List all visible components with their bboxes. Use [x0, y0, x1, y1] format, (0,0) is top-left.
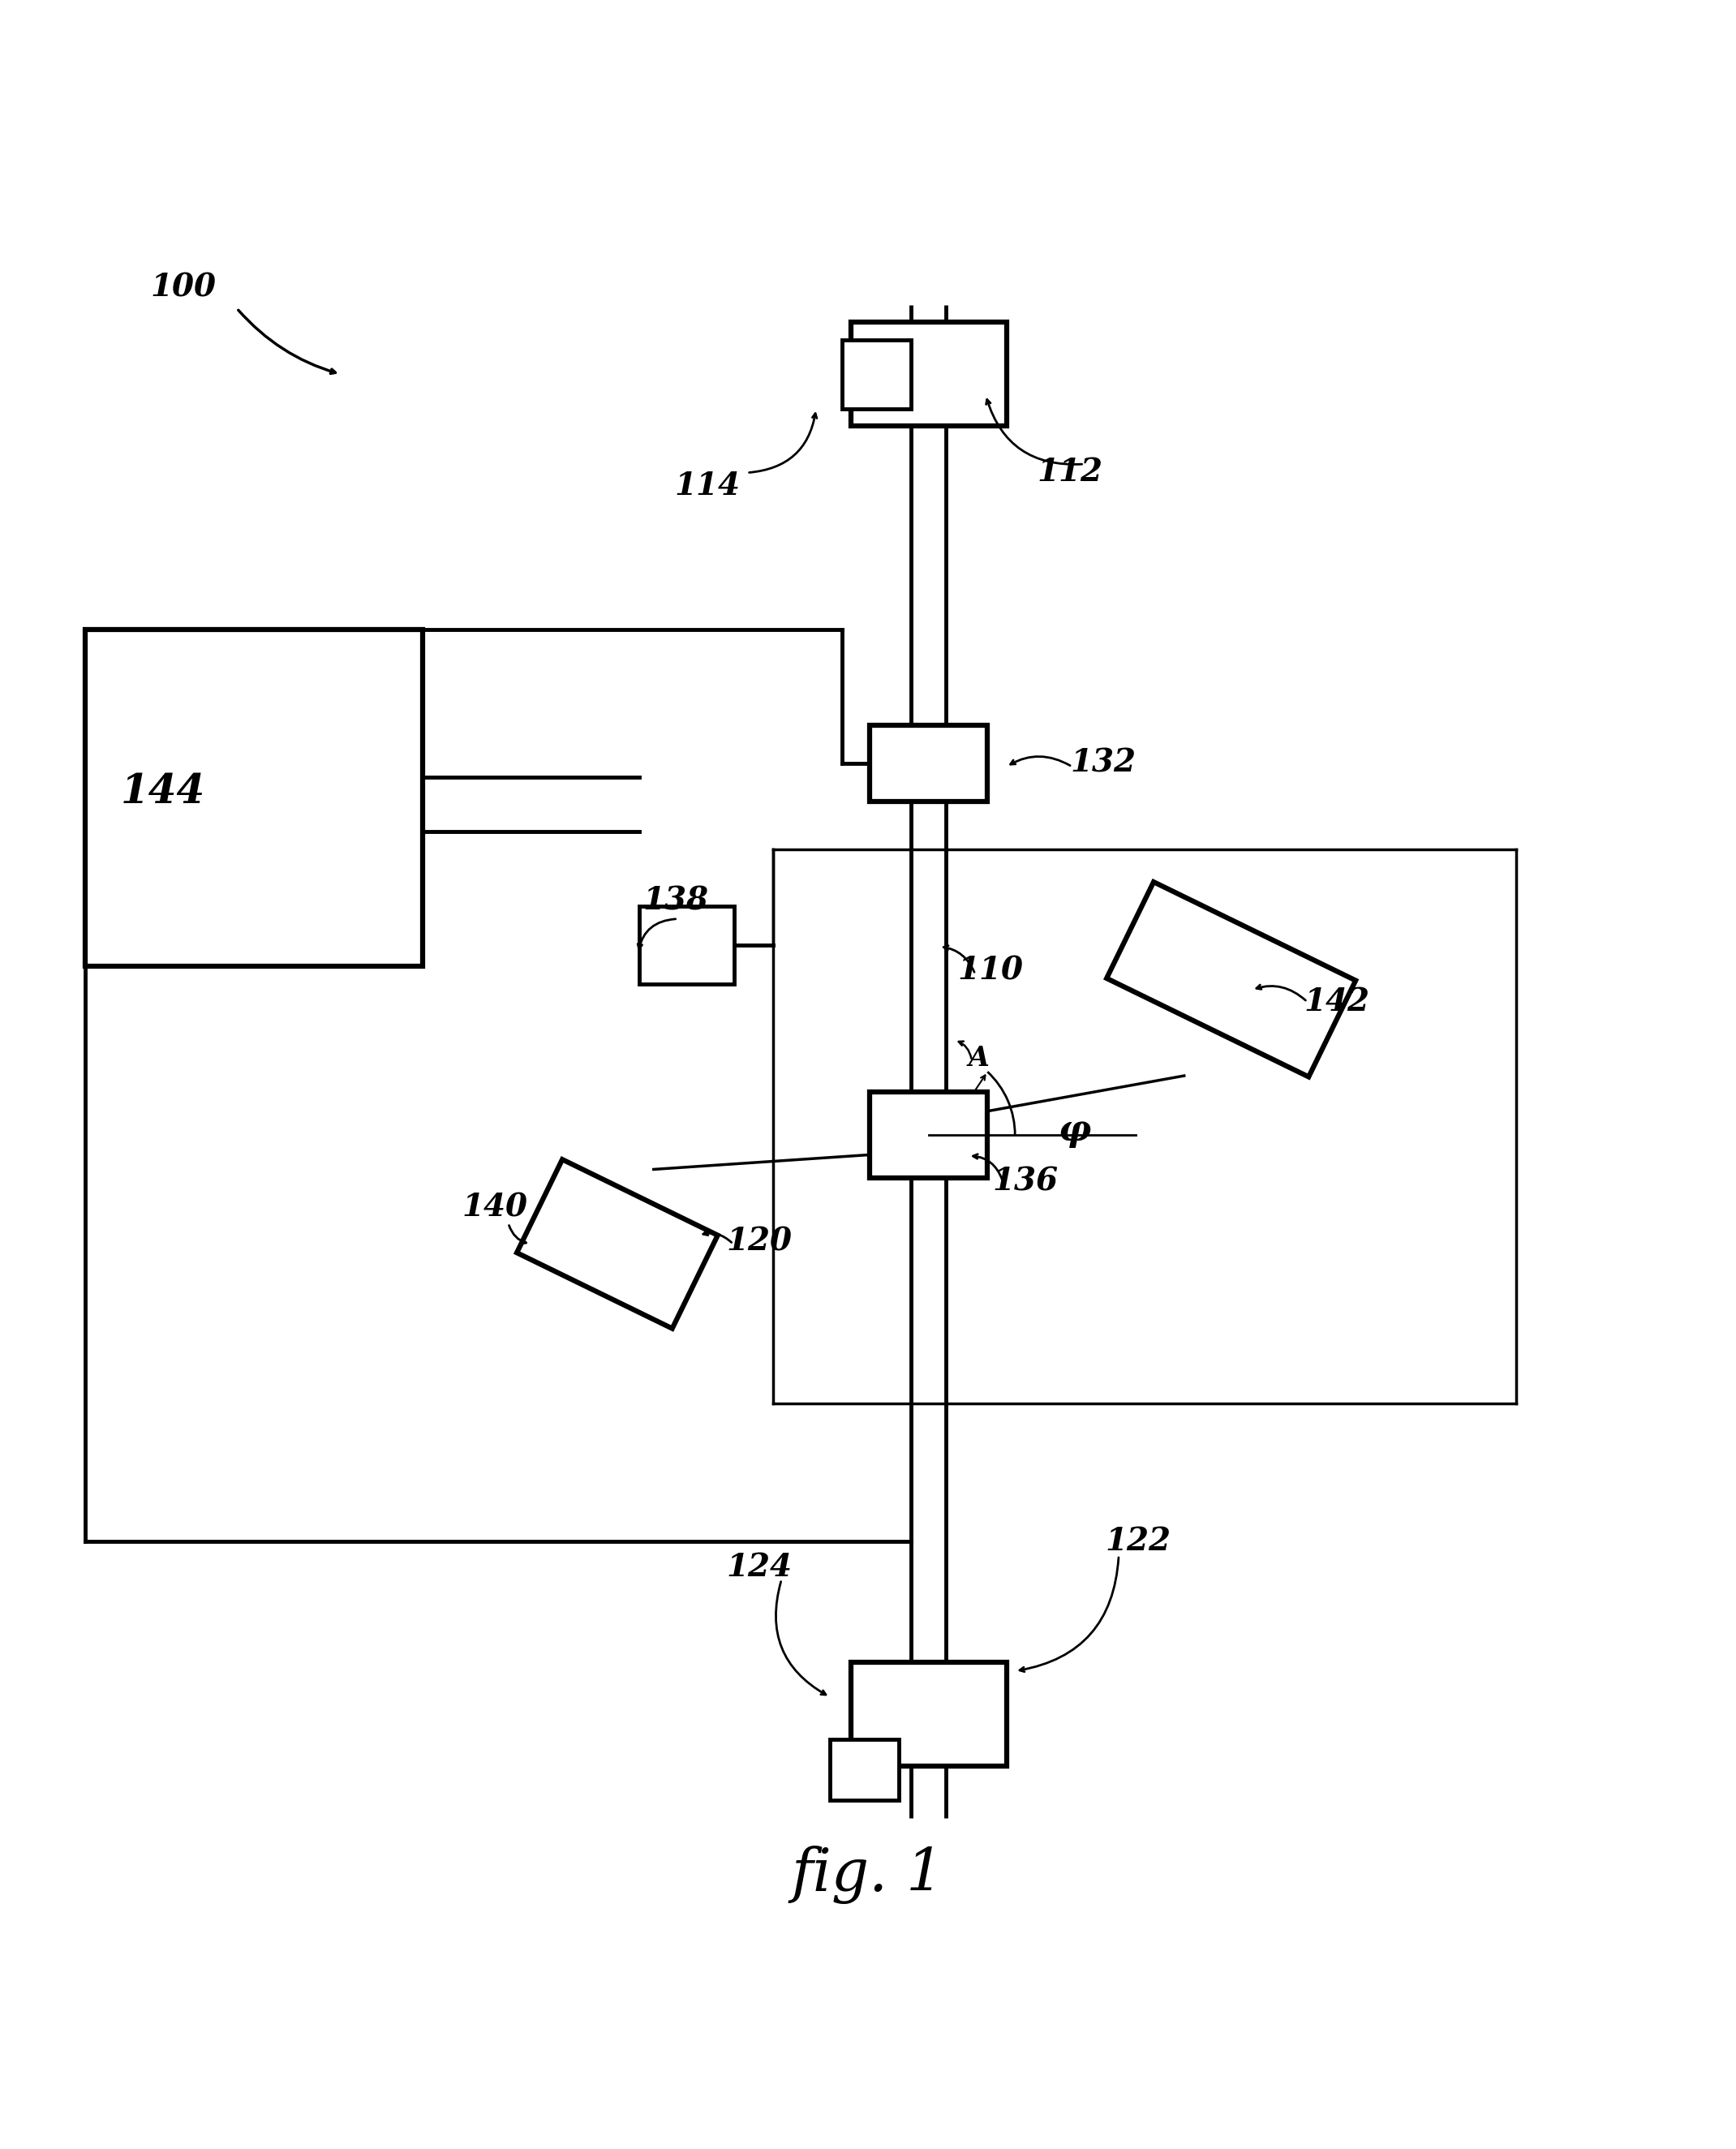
Text: 100: 100: [151, 273, 215, 303]
Text: 132: 132: [1071, 748, 1135, 778]
Text: 114: 114: [674, 471, 740, 501]
Text: A: A: [969, 1044, 990, 1072]
Bar: [85, 630, 424, 967]
Bar: [842, 340, 911, 408]
Text: 136: 136: [993, 1167, 1059, 1197]
Bar: [851, 1663, 1007, 1766]
Text: 144: 144: [122, 771, 205, 812]
Text: 110: 110: [958, 954, 1024, 986]
Text: φ: φ: [1059, 1113, 1090, 1148]
Bar: [870, 724, 988, 802]
Polygon shape: [517, 1160, 717, 1328]
Text: 142: 142: [1304, 986, 1370, 1016]
Text: 138: 138: [644, 885, 708, 918]
Text: fig. 1: fig. 1: [792, 1846, 944, 1904]
Bar: [870, 1092, 988, 1178]
Text: 122: 122: [1104, 1526, 1170, 1556]
Text: 140: 140: [462, 1193, 528, 1223]
Text: 112: 112: [1038, 458, 1102, 488]
Bar: [830, 1739, 899, 1801]
Text: 120: 120: [726, 1227, 792, 1257]
Bar: [851, 322, 1007, 426]
Bar: [639, 907, 734, 984]
Text: 124: 124: [726, 1552, 792, 1582]
Polygon shape: [1106, 881, 1356, 1077]
